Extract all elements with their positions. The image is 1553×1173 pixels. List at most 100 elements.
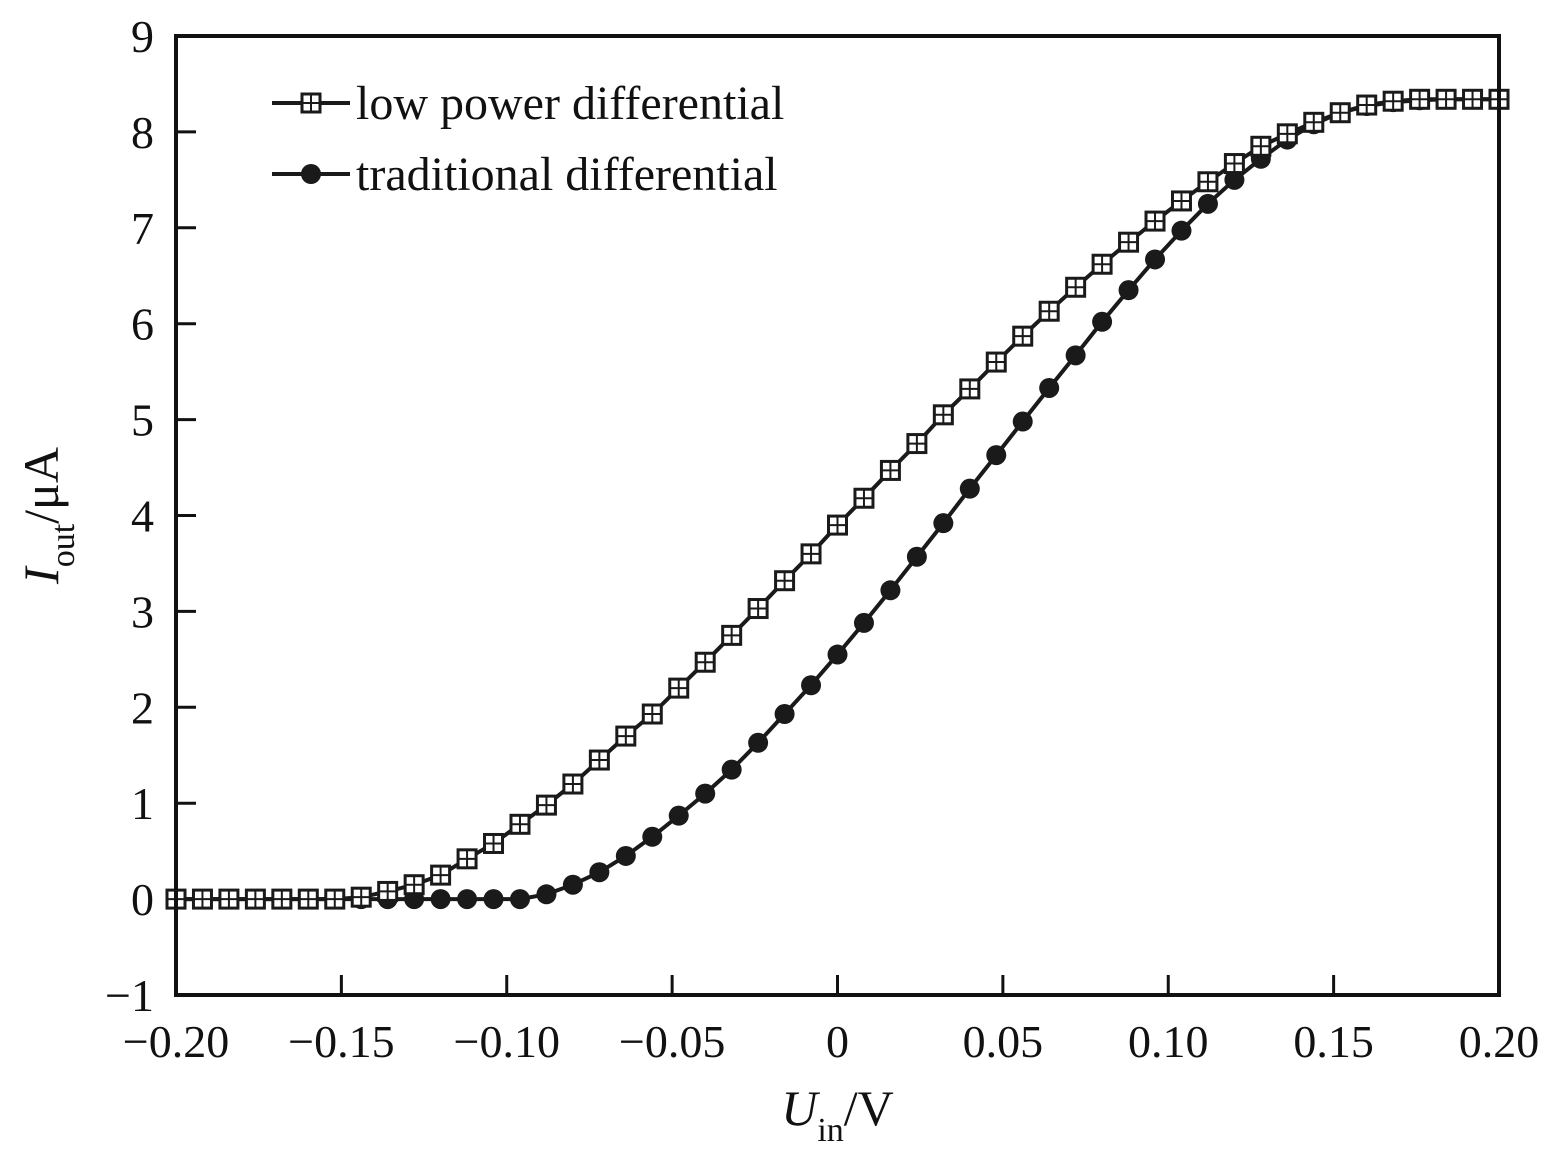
- data-point: [1382, 90, 1404, 112]
- series-line: [176, 97, 1499, 902]
- data-point: [1144, 210, 1166, 232]
- data-point: [1250, 135, 1272, 157]
- data-point: [853, 612, 874, 633]
- data-point: [1171, 220, 1192, 241]
- data-point: [1118, 280, 1139, 301]
- data-point: [271, 888, 293, 910]
- data-point: [456, 848, 478, 870]
- data-point: [1276, 123, 1298, 145]
- data-point: [827, 514, 848, 536]
- data-point: [589, 862, 610, 883]
- data-point: [906, 433, 928, 455]
- data-point: [1039, 377, 1060, 398]
- y-tick-label: 1: [131, 778, 154, 829]
- data-point: [906, 546, 927, 567]
- x-axis-symbol: U: [781, 1080, 820, 1136]
- x-axis-unit: /V: [844, 1080, 894, 1136]
- data-point: [1223, 153, 1245, 175]
- plot-frame: [174, 34, 1501, 997]
- legend-label-traditional: traditional differential: [356, 148, 778, 201]
- x-tick-label: 0.05: [963, 1016, 1044, 1067]
- data-point: [721, 624, 743, 646]
- data-point: [191, 888, 213, 910]
- y-tick-label: 9: [131, 11, 154, 62]
- data-point: [1012, 411, 1033, 432]
- data-point: [483, 832, 505, 854]
- y-tick-label: −1: [105, 970, 154, 1021]
- data-point: [880, 580, 901, 601]
- series-traditional: [166, 89, 1509, 910]
- data-point: [1303, 111, 1325, 133]
- data-point: [350, 886, 372, 908]
- x-tick-label: −0.05: [619, 1016, 725, 1067]
- data-point: [1065, 345, 1086, 366]
- data-point: [959, 378, 981, 400]
- data-point: [774, 570, 796, 592]
- x-axis-subscript: in: [817, 1112, 843, 1149]
- data-point: [801, 675, 822, 696]
- data-point: [1356, 94, 1378, 116]
- data-point: [536, 884, 557, 905]
- data-point: [430, 864, 452, 886]
- legend-entry-low-power: low power differential: [272, 77, 784, 130]
- data-point: [1197, 171, 1219, 193]
- y-tick-label: 7: [131, 203, 154, 254]
- data-point: [244, 888, 266, 910]
- data-point: [615, 845, 636, 866]
- y-tick-label: 5: [131, 395, 154, 446]
- legend-label-low-power: low power differential: [356, 77, 784, 130]
- data-point: [1091, 253, 1113, 275]
- legend-entry-traditional: traditional differential: [272, 148, 778, 201]
- x-tick-label: 0.10: [1128, 1016, 1209, 1067]
- data-point: [1065, 276, 1087, 298]
- data-point: [509, 889, 530, 910]
- data-point: [1118, 231, 1140, 253]
- data-point: [642, 826, 663, 847]
- y-axis-unit: /μA: [13, 447, 69, 524]
- x-tick-label: 0.20: [1459, 1016, 1540, 1067]
- data-point: [1145, 249, 1166, 270]
- data-point: [297, 888, 319, 910]
- y-tick-label: 6: [131, 299, 154, 350]
- data-point: [483, 889, 504, 910]
- data-point: [377, 880, 399, 902]
- x-tick-label: 0.15: [1293, 1016, 1374, 1067]
- data-point: [668, 805, 689, 826]
- data-point: [986, 445, 1007, 466]
- data-point: [695, 783, 716, 804]
- data-point: [509, 813, 531, 835]
- y-tick-label: 2: [131, 682, 154, 733]
- data-point: [588, 749, 610, 771]
- y-axis-symbol: I: [13, 565, 69, 585]
- data-point: [932, 404, 954, 426]
- series-layer: [165, 88, 1510, 910]
- data-point: [535, 794, 557, 816]
- x-tick-label: −0.10: [454, 1016, 560, 1067]
- data-point: [1092, 311, 1113, 332]
- x-tick-label: −0.20: [123, 1016, 229, 1067]
- data-point: [1170, 190, 1192, 212]
- data-point: [747, 598, 769, 620]
- x-tick-label: 0: [826, 1016, 849, 1067]
- data-point: [827, 644, 848, 665]
- data-point: [1435, 88, 1457, 110]
- data-point: [748, 732, 769, 753]
- data-point: [1197, 193, 1218, 214]
- series-line: [176, 97, 1499, 902]
- legend-marker-traditional: [301, 164, 321, 184]
- legend-marker-low-power: [300, 92, 322, 114]
- series-low-power: [165, 88, 1510, 910]
- x-tick-label: −0.15: [288, 1016, 394, 1067]
- data-point: [324, 888, 346, 910]
- data-point: [1329, 102, 1351, 124]
- data-point: [1409, 88, 1431, 110]
- ticks-layer: −0.20 −0.15 −0.10 −0.05 0 0.05 0.10 0.15 0.20 −1 0…: [105, 11, 1539, 1067]
- data-point: [959, 478, 980, 499]
- data-point: [668, 677, 690, 699]
- y-tick-label: 0: [131, 874, 154, 925]
- data-point: [1462, 88, 1484, 110]
- data-point: [403, 874, 425, 896]
- data-point: [721, 759, 742, 780]
- x-axis-title: Uin/V: [781, 1080, 894, 1149]
- data-point: [853, 487, 875, 509]
